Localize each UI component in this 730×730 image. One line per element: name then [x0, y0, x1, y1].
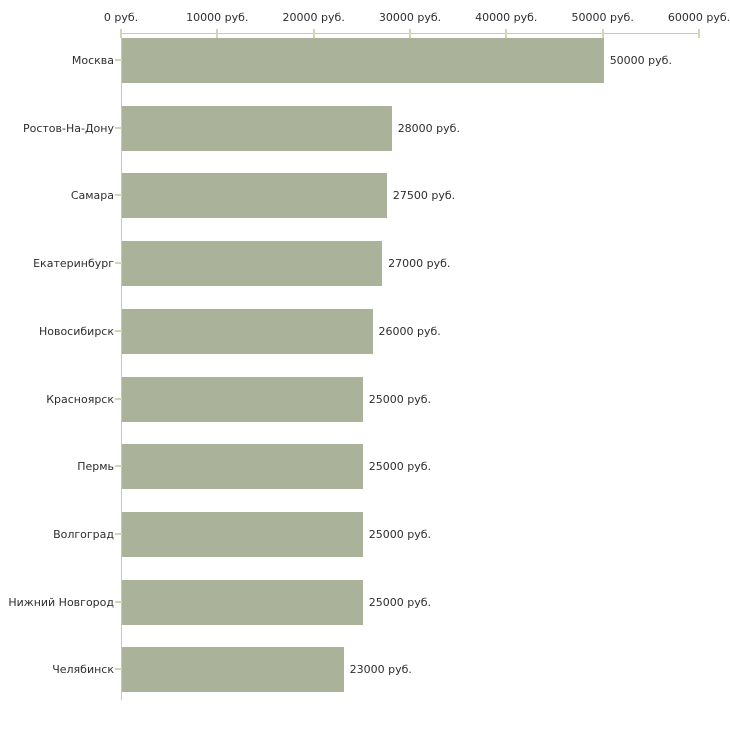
- bar-row: Челябинск 23000 руб.: [0, 647, 730, 693]
- y-axis-tick: [115, 600, 122, 603]
- value-label: 25000 руб.: [368, 527, 432, 541]
- bar: [122, 647, 344, 693]
- value-label: 25000 руб.: [368, 460, 432, 474]
- category-label: Нижний Новгород: [8, 595, 114, 609]
- bar: [122, 38, 604, 83]
- category-label: Челябинск: [52, 663, 114, 677]
- y-axis-tick: [115, 532, 122, 535]
- category-label: Самара: [70, 189, 114, 203]
- bar: [122, 173, 387, 219]
- y-axis-tick: [115, 465, 122, 468]
- x-axis-tick-label: 60000 руб.: [667, 11, 730, 24]
- bar-row: Красноярск 25000 руб.: [0, 376, 730, 422]
- category-label: Москва: [71, 54, 114, 67]
- value-label: 50000 руб.: [609, 54, 672, 67]
- bar: [122, 308, 373, 354]
- value-label: 27500 руб.: [392, 189, 456, 203]
- y-axis-tick: [115, 329, 122, 332]
- value-label: 23000 руб.: [349, 663, 412, 677]
- y-axis-tick: [115, 194, 122, 197]
- bar-row: Нижний Новгород 25000 руб.: [0, 579, 730, 625]
- x-axis-tick: [312, 29, 315, 38]
- value-label: 28000 руб.: [397, 121, 460, 135]
- bar-row: Самара 27500 руб.: [0, 173, 730, 219]
- category-label: Екатеринбург: [33, 257, 114, 271]
- category-label: Волгоград: [53, 527, 114, 541]
- y-axis-tick: [115, 262, 122, 265]
- x-axis-tick-label: 50000 руб.: [571, 11, 634, 24]
- bar: [122, 444, 363, 490]
- x-axis-tick: [120, 29, 122, 38]
- bar: [122, 105, 392, 151]
- value-label: 25000 руб.: [368, 595, 432, 609]
- bar-row: Новосибирск 26000 руб.: [0, 308, 730, 354]
- y-axis-tick: [115, 668, 122, 671]
- x-axis-tick: [216, 29, 219, 38]
- value-label: 27000 руб.: [388, 257, 451, 271]
- x-axis-tick-label: 20000 руб.: [282, 11, 345, 24]
- x-axis-tick: [505, 29, 508, 38]
- bar: [122, 511, 363, 557]
- category-label: Ростов-На-Дону: [22, 121, 114, 135]
- category-label: Новосибирск: [38, 324, 114, 338]
- y-axis-line: [121, 33, 122, 700]
- bar-row: Екатеринбург 27000 руб.: [0, 241, 730, 287]
- x-axis-tick: [698, 29, 700, 38]
- x-axis-tick: [601, 29, 604, 38]
- bar: [122, 579, 363, 625]
- y-axis-tick: [115, 397, 122, 400]
- x-axis-tick-label: 10000 руб.: [186, 11, 249, 24]
- x-axis-tick-label: 40000 руб.: [475, 11, 538, 24]
- x-axis-tick-label: 0 руб.: [103, 11, 139, 24]
- bar-row: Пермь 25000 руб.: [0, 444, 730, 490]
- x-axis-tick-label: 30000 руб.: [378, 11, 442, 24]
- bar-row: Москва 50000 руб.: [0, 38, 730, 83]
- value-label: 26000 руб.: [378, 324, 441, 338]
- bar: [122, 376, 363, 422]
- y-axis-tick: [115, 126, 122, 129]
- bar: [122, 241, 383, 287]
- y-axis-tick: [115, 59, 122, 61]
- bar-row: Волгоград 25000 руб.: [0, 511, 730, 557]
- x-axis-tick: [409, 29, 411, 38]
- bar-row: Ростов-На-Дону 28000 руб.: [0, 105, 730, 151]
- category-label: Пермь: [77, 460, 114, 474]
- value-label: 25000 руб.: [368, 392, 432, 406]
- category-label: Красноярск: [46, 392, 114, 406]
